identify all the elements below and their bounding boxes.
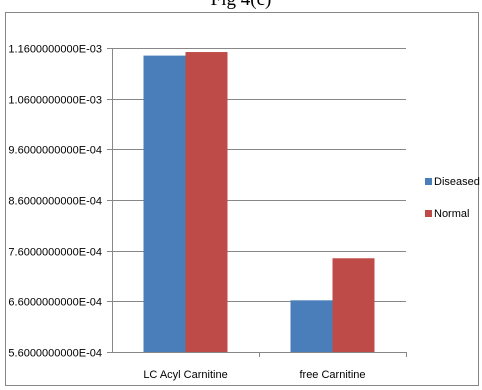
bar-normal-1 <box>185 52 228 352</box>
bars <box>143 52 375 352</box>
legend-swatch-normal <box>425 210 432 217</box>
bar-normal-2 <box>332 258 375 352</box>
legend-label-normal: Normal <box>434 208 469 220</box>
chart-container <box>5 12 479 386</box>
x-tick-label: LC Acyl Carnitine <box>143 369 227 381</box>
y-tick-label: 6.6000000000E-04 <box>8 297 102 309</box>
y-tick-label: 1.1600000000E-03 <box>8 44 102 56</box>
legend-swatch-diseased <box>425 178 432 185</box>
legend: Diseased Normal <box>425 176 480 220</box>
axes: 5.6000000000E-04 6.6000000000E-04 7.600000… <box>8 44 407 381</box>
y-tick-label: 8.6000000000E-04 <box>8 196 102 208</box>
bar-diseased-1 <box>143 55 186 352</box>
x-tick-label: free Carnitine <box>299 369 365 381</box>
y-tick-label: 1.0600000000E-03 <box>8 95 102 107</box>
legend-label-diseased: Diseased <box>434 176 480 188</box>
y-tick-label: 5.6000000000E-04 <box>8 348 102 360</box>
bar-diseased-2 <box>290 300 333 352</box>
y-tick-label: 7.6000000000E-04 <box>8 247 102 259</box>
y-tick-label: 9.6000000000E-04 <box>8 145 102 157</box>
figure-caption: Fig 4(c) <box>0 0 482 11</box>
